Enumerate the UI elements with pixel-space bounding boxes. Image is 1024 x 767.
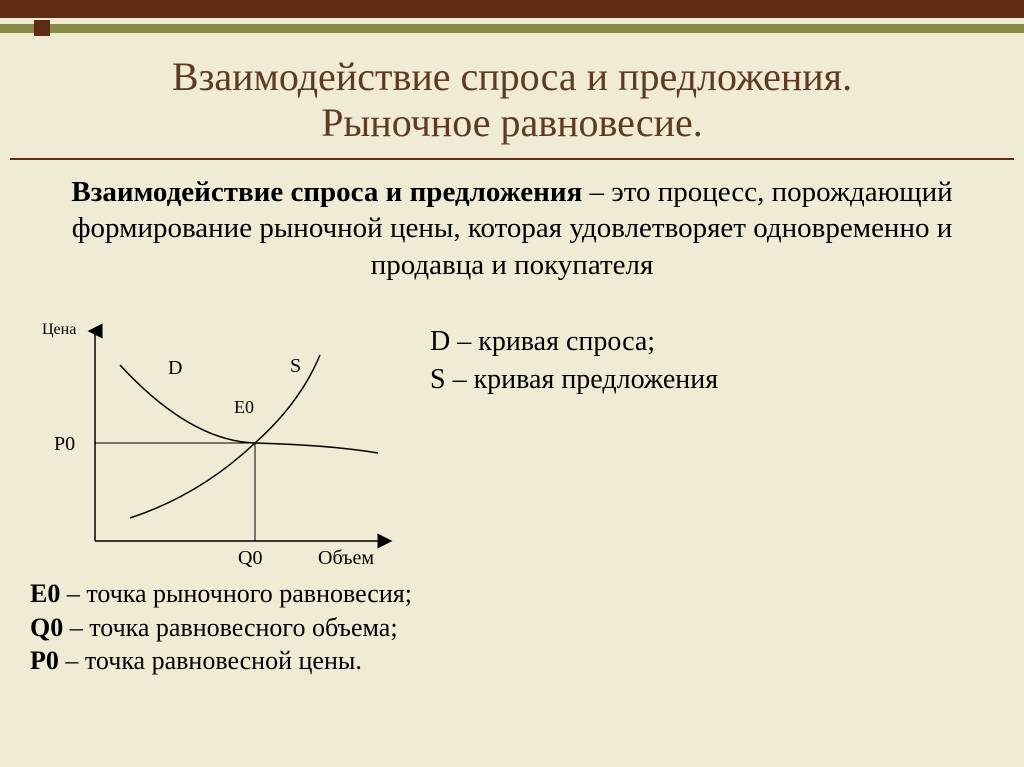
slide: Взаимодействие спроса и предложения. Рын… bbox=[0, 0, 1024, 767]
title-line2: Рыночное равновесие. bbox=[321, 100, 703, 145]
x-axis-label: Объем bbox=[318, 547, 374, 570]
def-q0: Q0 – точка равновесного объема; bbox=[30, 611, 994, 645]
accent-bar bbox=[0, 22, 1024, 36]
supply-demand-chart: Цена bbox=[0, 293, 430, 573]
def-e0: E0 – точка рыночного равновесия; bbox=[30, 577, 994, 611]
p0-label: P0 bbox=[54, 433, 75, 456]
definition-text: Взаимодействие спроса и предложения – эт… bbox=[30, 174, 994, 283]
e0-term: E0 bbox=[30, 579, 60, 608]
q0-text: – точка равновесного объема; bbox=[63, 613, 397, 642]
p0-text: – точка равновесной цены. bbox=[59, 646, 362, 675]
content-row: Цена bbox=[0, 293, 1024, 573]
def-p0: P0 – точка равновесной цены. bbox=[30, 644, 994, 678]
bottom-definitions: E0 – точка рыночного равновесия; Q0 – то… bbox=[30, 577, 994, 678]
top-bar bbox=[0, 0, 1024, 18]
legend-d: D – кривая спроса; bbox=[430, 323, 1024, 361]
q0-term: Q0 bbox=[30, 613, 63, 642]
e0-label: E0 bbox=[234, 397, 254, 418]
q0-label: Q0 bbox=[238, 547, 262, 570]
title-line1: Взаимодействие спроса и предложения. bbox=[172, 54, 852, 99]
e0-text: – точка рыночного равновесия; bbox=[60, 579, 412, 608]
accent-square bbox=[34, 20, 50, 36]
slide-title: Взаимодействие спроса и предложения. Рын… bbox=[0, 54, 1024, 146]
legend-s: S – кривая предложения bbox=[430, 361, 1024, 399]
s-label: S bbox=[290, 355, 301, 378]
definition-term: Взаимодействие спроса и предложения bbox=[71, 176, 582, 208]
supply-curve bbox=[130, 355, 320, 518]
accent-line bbox=[0, 24, 1024, 33]
p0-term: P0 bbox=[30, 646, 59, 675]
title-divider bbox=[10, 158, 1014, 160]
d-label: D bbox=[168, 357, 182, 380]
chart-legend: D – кривая спроса; S – кривая предложени… bbox=[430, 323, 1024, 573]
